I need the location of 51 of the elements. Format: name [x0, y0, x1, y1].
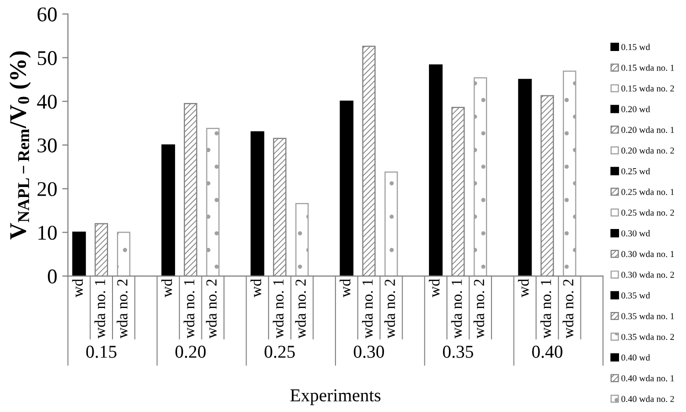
legend-label: 0.30 wd: [621, 230, 650, 236]
y-axis-title: V$_{NAPL−Rem}$/V$_{0}$ (%): [9, 51, 31, 240]
x-tick-label: wda no. 1: [272, 280, 284, 338]
text: 0.25: [264, 346, 295, 358]
y-tick-label: 50: [38, 51, 57, 66]
x-tick-label: wda no. 1: [184, 280, 194, 338]
y-tick-label: 20: [38, 182, 57, 196]
x-axis-title: Experiments: [290, 389, 380, 406]
x-tick-label: wd: [340, 278, 350, 298]
legend-label: 0.15 wda no. 2: [621, 85, 674, 92]
text: 0.15: [86, 346, 116, 358]
y-tick-label: 40: [37, 94, 57, 109]
x-tick-label: wda no. 2: [116, 280, 128, 338]
x-tick-label: wd: [250, 278, 262, 298]
legend-label: 0.25 wda no. 2: [621, 209, 674, 216]
x-tick-label: wd: [428, 278, 440, 298]
legend-label: 0.20 wd: [621, 106, 650, 112]
legend-label: 0.25 wda no. 1: [621, 188, 674, 196]
x-tick-label: wda no. 1: [362, 280, 373, 338]
text: 0.20: [175, 346, 206, 358]
y-tick-label: 30: [38, 138, 57, 152]
legend-label: 0.30 wda no. 1: [621, 250, 674, 258]
y-tick-label: 10: [38, 226, 57, 240]
x-tick-label: wd: [518, 278, 529, 298]
legend-label: 0.25 wd: [621, 168, 650, 174]
text: 0.35: [442, 346, 474, 358]
legend-label: 0.40 wda no. 1: [621, 374, 674, 382]
legend-label: 0.20 wda no. 2: [621, 147, 674, 154]
x-tick-label: wd: [161, 278, 172, 298]
y-tick-label: 0: [48, 269, 57, 284]
legend-label: 0.35 wda no. 1: [621, 312, 674, 320]
legend-label: 0.35 wda no. 2: [621, 334, 674, 340]
x-tick-label: wda no. 2: [295, 280, 306, 338]
text: 0.30: [354, 346, 384, 358]
x-tick-label: wd: [72, 278, 83, 298]
x-tick-label: wda no. 1: [451, 280, 462, 338]
x-tick-label: wda no. 2: [562, 280, 574, 338]
x-tick-label: wda no. 1: [540, 280, 552, 338]
legend-label: 0.35 wd: [621, 292, 650, 299]
legend-label: 0.40 wd: [621, 354, 650, 361]
y-tick-label: 60: [38, 7, 57, 22]
legend-label: 0.20 wda no. 1: [621, 126, 674, 133]
x-tick-label: wda no. 1: [94, 280, 106, 338]
legend-label: 0.40 wda no. 2: [621, 396, 674, 402]
x-tick-label: wda no. 2: [384, 280, 396, 338]
text: 0.40: [532, 346, 562, 358]
legend-label: 0.15 wda no. 1: [621, 64, 674, 71]
legend-label: 0.15 wd: [621, 44, 650, 50]
x-tick-label: wda no. 2: [206, 280, 217, 338]
legend-label: 0.30 wda no. 2: [621, 271, 674, 278]
x-tick-label: wda no. 2: [473, 280, 484, 338]
